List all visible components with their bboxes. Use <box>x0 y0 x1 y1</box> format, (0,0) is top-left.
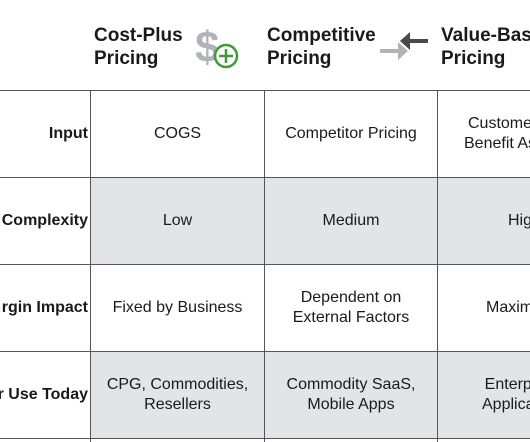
divider <box>0 264 530 265</box>
header-competitive-line1: Competitive <box>267 25 376 46</box>
divider <box>0 438 530 439</box>
header-value-based-line1: Value-Bas <box>441 25 530 46</box>
header-cost-plus-line1: Cost-Plus <box>94 25 183 46</box>
header-value-based-line2: Pricing <box>441 48 506 69</box>
table-cell: CPG, Commodities, Resellers <box>106 376 249 413</box>
header-competitive-line2: Pricing <box>267 48 332 69</box>
header-competitive: Competitive Pricing <box>267 24 376 70</box>
divider <box>90 90 91 442</box>
table-cell: Dependent on External Factors <box>292 289 410 326</box>
header-cost-plus: Cost-Plus Pricing <box>94 24 183 70</box>
table-cell: Fixed by Business <box>112 299 243 316</box>
divider <box>0 90 530 91</box>
table-cell: Enterp Applica <box>482 376 530 413</box>
dollar-plus-icon: $ <box>195 23 239 70</box>
row-label-input: Input <box>48 125 88 142</box>
table-header: Cost-Plus Pricing $ Competitive Pricing … <box>0 0 530 92</box>
table-cell: Custome Benefit As <box>464 115 530 152</box>
table-cell: Low <box>162 212 193 229</box>
table-cell: Competitor Pricing <box>285 125 417 142</box>
divider <box>0 177 530 178</box>
arrows-converge-icon <box>380 32 428 60</box>
divider <box>0 351 530 352</box>
divider <box>264 90 265 442</box>
divider <box>437 90 438 442</box>
row-band-use-today <box>91 352 530 438</box>
row-label-use-today: r Use Today <box>0 386 88 403</box>
table-cell: Hig <box>508 212 530 229</box>
svg-text:$: $ <box>195 23 219 70</box>
table-cell: COGS <box>153 125 202 142</box>
row-label-margin-impact: rgin Impact <box>1 299 88 316</box>
table-cell: Maxim <box>486 299 530 316</box>
header-cost-plus-line2: Pricing <box>94 48 159 69</box>
row-band-complexity <box>91 178 530 264</box>
header-value-based: Value-Bas Pricing <box>441 24 530 70</box>
table-cell: Commodity SaaS, Mobile Apps <box>286 376 416 413</box>
table-cell: Medium <box>322 212 380 229</box>
row-label-complexity: Complexity <box>1 212 88 229</box>
